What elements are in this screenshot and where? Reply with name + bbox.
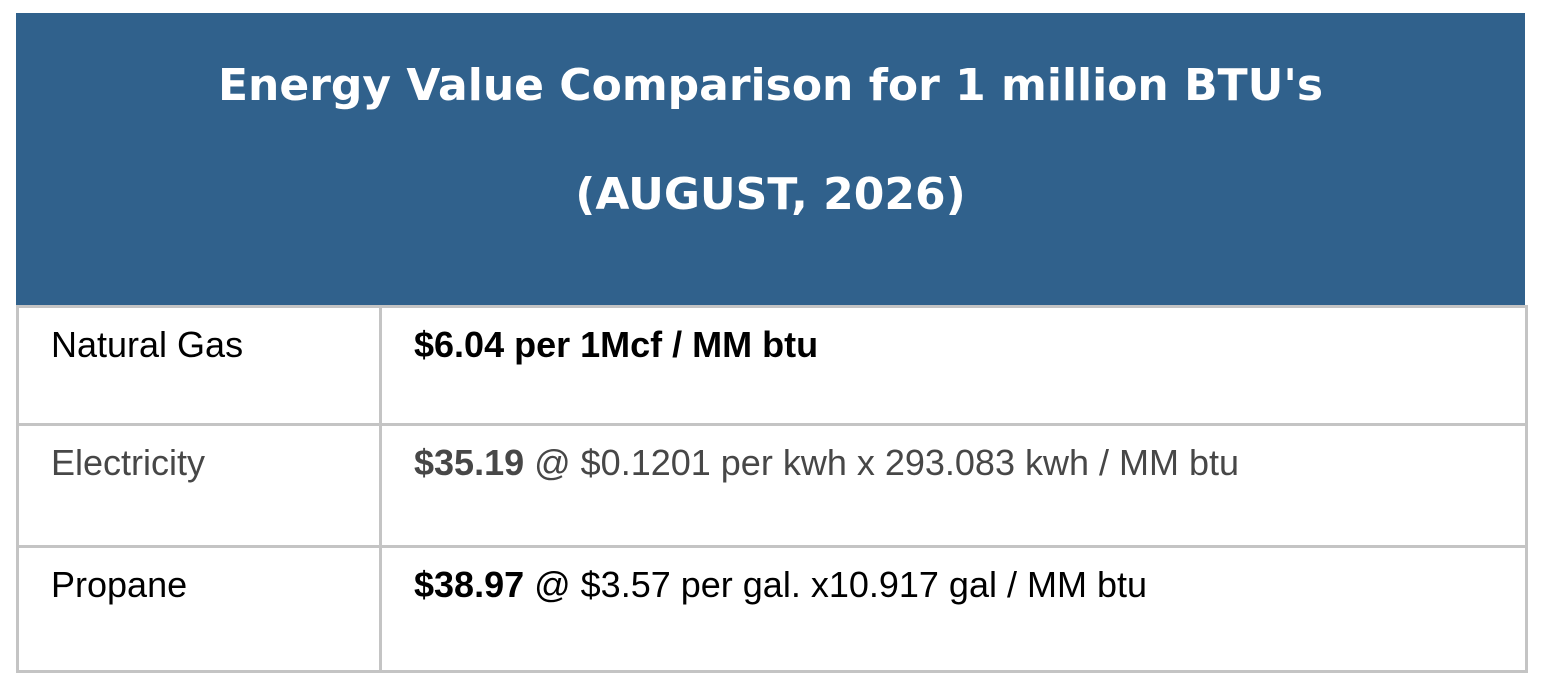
label: Electricity bbox=[16, 423, 382, 548]
price: $38.97 bbox=[414, 564, 525, 605]
label: Natural Gas bbox=[16, 305, 382, 426]
label: Propane bbox=[16, 545, 382, 673]
subtitle: (AUGUST, 2026) bbox=[575, 169, 966, 220]
value-cell: $38.97 @ $3.57 per gal. x10.917 gal / MM … bbox=[379, 545, 1528, 673]
header: Energy Value Comparison for 1 million BT… bbox=[16, 13, 1525, 305]
row: Natural Gas $6.04 per 1Mcf / MM btu bbox=[16, 305, 1528, 426]
value-cell: $35.19 @ $0.1201 per kwh x 293.083 kwh / … bbox=[379, 423, 1528, 548]
price: $35.19 bbox=[414, 442, 525, 483]
price: $6.04 per 1Mcf / MM btu bbox=[414, 324, 819, 365]
table: Natural Gas $6.04 per 1Mcf / MM btu Elec… bbox=[16, 305, 1528, 673]
detail: @ $3.57 per gal. x10.917 gal / MM btu bbox=[534, 564, 1148, 605]
detail: @ $0.1201 per kwh x 293.083 kwh / MM btu bbox=[534, 442, 1240, 483]
title: Energy Value Comparison for 1 million BT… bbox=[217, 60, 1324, 111]
row: Propane $38.97 @ $3.57 per gal. x10.917 g… bbox=[16, 545, 1528, 673]
row: Electricity $35.19 @ $0.1201 per kwh x 29… bbox=[16, 423, 1528, 548]
value-cell: $6.04 per 1Mcf / MM btu bbox=[379, 305, 1528, 426]
